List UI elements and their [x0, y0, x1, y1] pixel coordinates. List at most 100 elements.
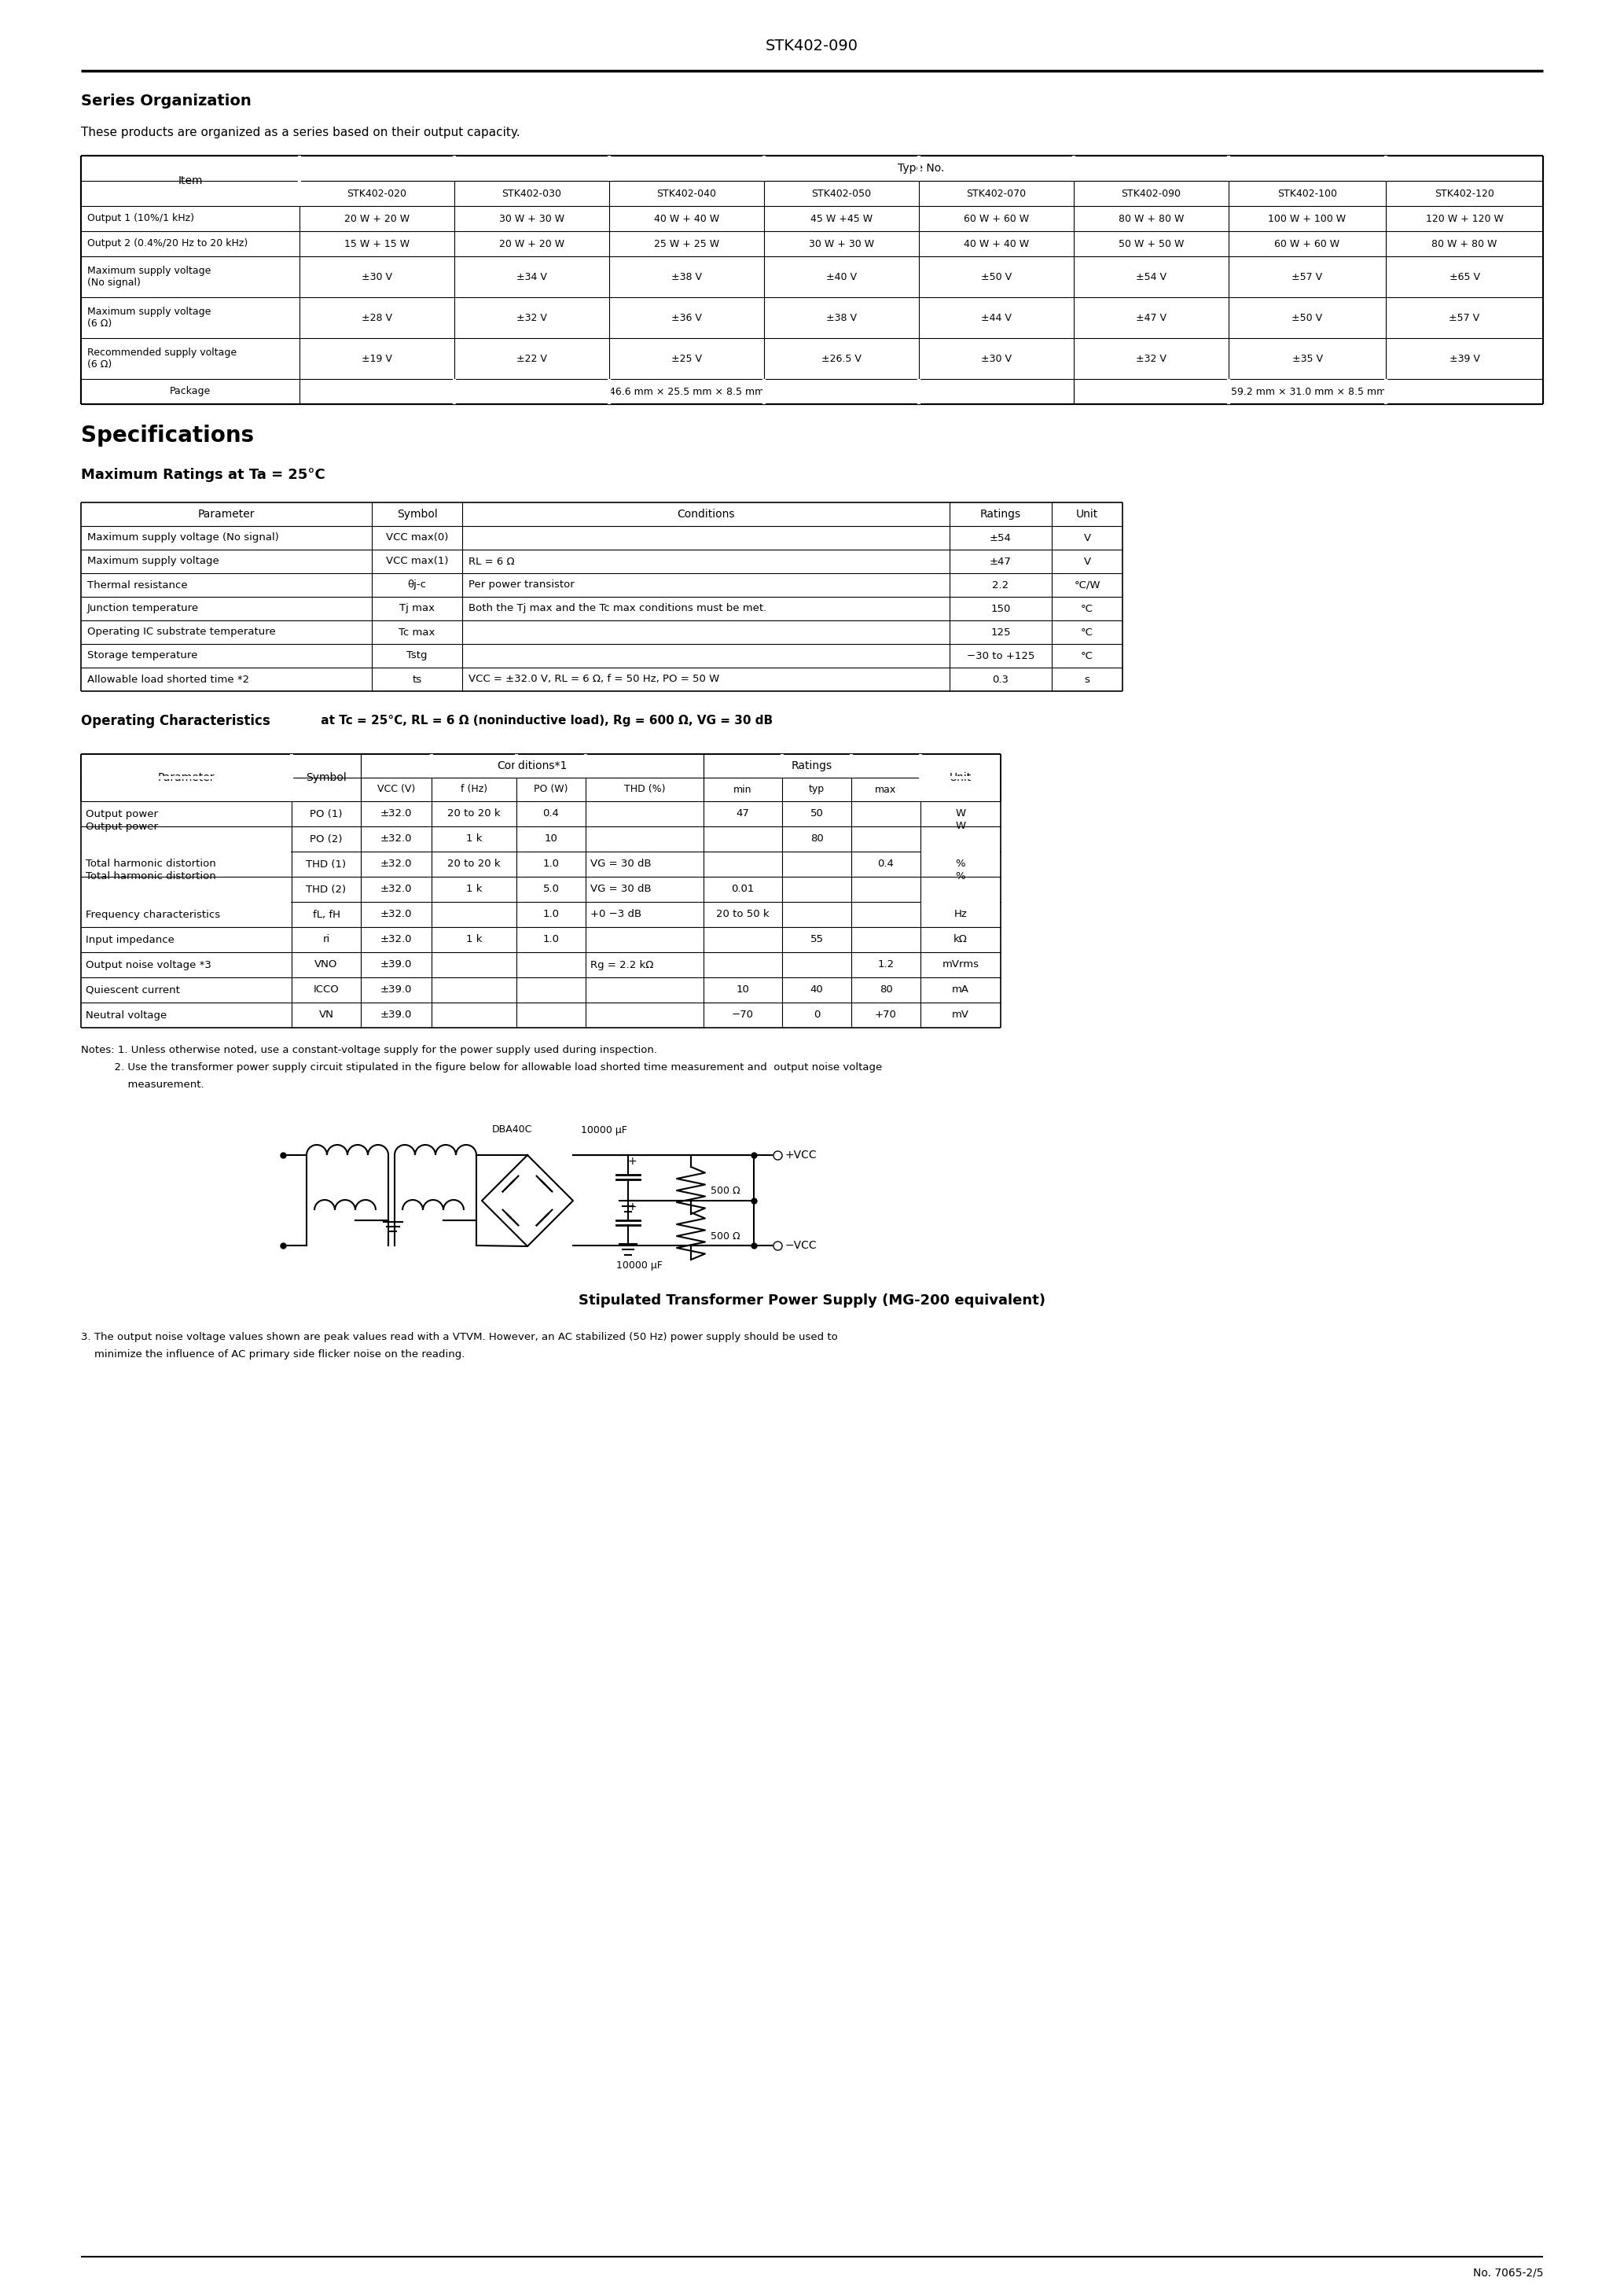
Text: Thermal resistance: Thermal resistance	[88, 581, 188, 590]
Text: VN: VN	[318, 1010, 333, 1019]
Text: 20 W + 20 W: 20 W + 20 W	[344, 214, 409, 223]
Text: STK402-050: STK402-050	[812, 188, 872, 197]
Text: 20 to 20 k: 20 to 20 k	[448, 808, 500, 820]
Text: ±39 V: ±39 V	[1449, 354, 1479, 363]
Text: W: W	[955, 808, 966, 820]
Text: °C/W: °C/W	[1073, 581, 1101, 590]
Text: kΩ: kΩ	[953, 934, 968, 944]
Text: These products are organized as a series based on their output capacity.: These products are organized as a series…	[81, 126, 520, 138]
Text: DBA40C: DBA40C	[492, 1125, 533, 1134]
Text: ±30 V: ±30 V	[981, 354, 1012, 363]
Text: Stipulated Transformer Power Supply (MG-200 equivalent): Stipulated Transformer Power Supply (MG-…	[578, 1293, 1046, 1309]
Text: Storage temperature: Storage temperature	[88, 650, 198, 661]
Text: f (Hz): f (Hz)	[461, 785, 487, 794]
Text: ±19 V: ±19 V	[362, 354, 391, 363]
Text: ±65 V: ±65 V	[1449, 271, 1479, 282]
Text: ±32.0: ±32.0	[380, 859, 412, 870]
Text: ±38 V: ±38 V	[827, 312, 857, 324]
Text: min: min	[734, 785, 752, 794]
Text: STK402-090: STK402-090	[765, 39, 859, 53]
Text: ±50 V: ±50 V	[981, 271, 1012, 282]
Text: ±26.5 V: ±26.5 V	[822, 354, 861, 363]
Text: typ: typ	[809, 785, 825, 794]
Text: 0.01: 0.01	[731, 884, 755, 895]
Text: 3. The output noise voltage values shown are peak values read with a VTVM. Howev: 3. The output noise voltage values shown…	[81, 1332, 838, 1343]
Text: 150: 150	[991, 604, 1010, 613]
Text: 100 W + 100 W: 100 W + 100 W	[1268, 214, 1346, 223]
Text: ±47 V: ±47 V	[1135, 312, 1166, 324]
Text: 30 W + 30 W: 30 W + 30 W	[809, 239, 874, 248]
Text: 500 Ω: 500 Ω	[711, 1185, 741, 1196]
Text: Rg = 2.2 kΩ: Rg = 2.2 kΩ	[591, 960, 653, 969]
Text: ±32.0: ±32.0	[380, 884, 412, 895]
Text: Conditions*1: Conditions*1	[497, 760, 567, 771]
Text: ±32.0: ±32.0	[380, 934, 412, 944]
Text: Tstg: Tstg	[406, 650, 427, 661]
Text: %: %	[955, 872, 966, 882]
Text: ±44 V: ±44 V	[981, 312, 1012, 324]
Text: STK402-120: STK402-120	[1434, 188, 1494, 197]
Text: ±54: ±54	[989, 533, 1012, 542]
Text: 20 to 50 k: 20 to 50 k	[716, 909, 770, 921]
Text: Parameter: Parameter	[158, 771, 214, 783]
Text: 30 W + 30 W: 30 W + 30 W	[499, 214, 565, 223]
Text: 20 W + 20 W: 20 W + 20 W	[499, 239, 565, 248]
Text: ±40 V: ±40 V	[827, 271, 857, 282]
Text: Type No.: Type No.	[898, 163, 945, 174]
Text: THD (1): THD (1)	[305, 859, 346, 870]
Text: Total harmonic distortion: Total harmonic distortion	[86, 859, 216, 870]
Text: VCC = ±32.0 V, RL = 6 Ω, f = 50 Hz, PO = 50 W: VCC = ±32.0 V, RL = 6 Ω, f = 50 Hz, PO =…	[468, 675, 719, 684]
Text: VCC max(1): VCC max(1)	[387, 556, 448, 567]
Text: STK402-020: STK402-020	[348, 188, 406, 197]
Text: mV: mV	[952, 1010, 970, 1019]
Text: 10000 μF: 10000 μF	[581, 1125, 627, 1134]
Text: ±39.0: ±39.0	[380, 985, 412, 994]
Text: ±32 V: ±32 V	[1135, 354, 1166, 363]
Text: °C: °C	[1082, 627, 1093, 638]
Text: 5.0: 5.0	[542, 884, 559, 895]
Text: Series Organization: Series Organization	[81, 94, 252, 108]
Text: minimize the influence of AC primary side flicker noise on the reading.: minimize the influence of AC primary sid…	[81, 1350, 464, 1359]
Text: measurement.: measurement.	[81, 1079, 205, 1091]
Text: 2.2: 2.2	[992, 581, 1009, 590]
Text: 0: 0	[814, 1010, 820, 1019]
Text: VG = 30 dB: VG = 30 dB	[591, 884, 651, 895]
Text: ±32.0: ±32.0	[380, 833, 412, 845]
Text: +: +	[627, 1155, 637, 1166]
Text: +0 −3 dB: +0 −3 dB	[591, 909, 641, 921]
Text: 1.0: 1.0	[542, 909, 559, 921]
Text: Output 2 (0.4%/20 Hz to 20 kHz): Output 2 (0.4%/20 Hz to 20 kHz)	[88, 239, 248, 248]
Text: 2. Use the transformer power supply circuit stipulated in the figure below for a: 2. Use the transformer power supply circ…	[81, 1063, 882, 1072]
Text: Maximum supply voltage
(No signal): Maximum supply voltage (No signal)	[88, 266, 211, 287]
Text: 15 W + 15 W: 15 W + 15 W	[344, 239, 409, 248]
Text: ±54 V: ±54 V	[1135, 271, 1166, 282]
Text: Notes: 1. Unless otherwise noted, use a constant-voltage supply for the power su: Notes: 1. Unless otherwise noted, use a …	[81, 1045, 658, 1056]
Text: PO (2): PO (2)	[310, 833, 343, 845]
Text: PO (1): PO (1)	[310, 808, 343, 820]
Text: VNO: VNO	[315, 960, 338, 969]
Text: Conditions: Conditions	[677, 510, 734, 519]
Text: RL = 6 Ω: RL = 6 Ω	[468, 556, 515, 567]
Text: +: +	[627, 1201, 637, 1212]
Text: Maximum Ratings at Ta = 25°C: Maximum Ratings at Ta = 25°C	[81, 468, 325, 482]
Text: Specifications: Specifications	[81, 425, 253, 448]
Text: −30 to +125: −30 to +125	[966, 650, 1034, 661]
Text: ±28 V: ±28 V	[362, 312, 393, 324]
Text: VCC max(0): VCC max(0)	[387, 533, 448, 542]
Text: Item: Item	[179, 174, 203, 186]
Text: Operating Characteristics: Operating Characteristics	[81, 714, 270, 728]
Text: Package: Package	[169, 386, 211, 397]
Text: 45 W +45 W: 45 W +45 W	[810, 214, 872, 223]
Text: ±57 V: ±57 V	[1291, 271, 1322, 282]
Text: 500 Ω: 500 Ω	[711, 1231, 741, 1242]
Text: ±47: ±47	[989, 556, 1012, 567]
Text: θj-c: θj-c	[408, 581, 427, 590]
Text: 80: 80	[810, 833, 823, 845]
Text: W: W	[955, 822, 966, 831]
Text: 80 W + 80 W: 80 W + 80 W	[1119, 214, 1184, 223]
Text: STK402-090: STK402-090	[1121, 188, 1181, 197]
Text: °C: °C	[1082, 650, 1093, 661]
Text: +VCC: +VCC	[786, 1150, 817, 1159]
Text: mVrms: mVrms	[942, 960, 979, 969]
Text: Allowable load shorted time *2: Allowable load shorted time *2	[88, 675, 248, 684]
